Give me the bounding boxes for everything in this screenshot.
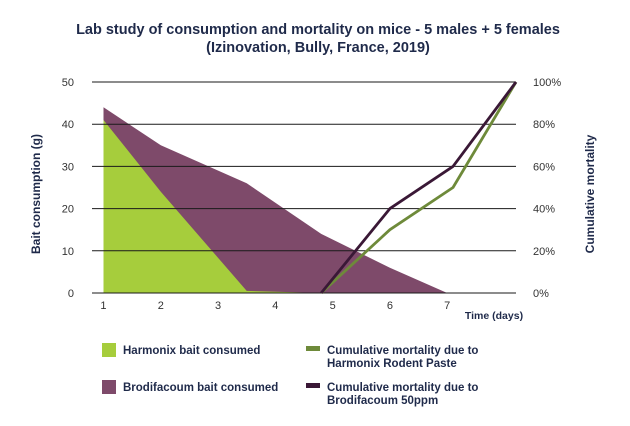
x-tick-2: 2 [158, 300, 164, 312]
y-left-tick-30: 30 [62, 161, 74, 173]
legend-label-harmonix-mortality: Cumulative mortality due to Harmonix Rod… [327, 345, 482, 370]
line-series-3 [320, 81, 518, 294]
legend-label-harmonix-mortality-line-2: Harmonix Rodent Paste [327, 358, 457, 370]
legend-label-harmonix-mortality-line-1: Cumulative mortality due to [327, 345, 478, 357]
x-tick-4: 4 [272, 300, 278, 312]
y-right-tick-1: 20% [533, 246, 555, 258]
y-axis-right-label: Cumulative mortality [583, 134, 597, 253]
y-right-tick-5: 100% [533, 77, 561, 89]
y-right-tick-2: 40% [533, 204, 555, 216]
line-layer [320, 81, 518, 295]
x-tick-6: 6 [387, 300, 393, 312]
x-tick-5: 5 [330, 300, 336, 312]
y-left-tick-50: 50 [62, 77, 74, 89]
legend: Harmonix bait consumed Brodifacoum bait … [102, 343, 482, 407]
y-right-tick-3: 60% [533, 161, 555, 173]
chart-title-line-2: (Izinovation, Bully, France, 2019) [206, 40, 430, 56]
legend-line-harmonix-mortality [306, 346, 320, 351]
y-left-tick-40: 40 [62, 119, 74, 131]
y-left-tick-0: 0 [68, 288, 74, 300]
x-tick-7: 7 [444, 300, 450, 312]
gridlines [92, 81, 516, 294]
legend-label-harmonix: Harmonix bait consumed [123, 345, 260, 357]
y-left-tick-10: 10 [62, 246, 74, 258]
legend-label-brodifacoum-mortality-line-1: Cumulative mortality due to [327, 382, 478, 394]
y-left-tick-20: 20 [62, 204, 74, 216]
x-tick-1: 1 [100, 300, 106, 312]
legend-label-brodifacoum-mortality-line-2: Brodifacoum 50ppm [327, 395, 438, 407]
chart-title-line-1: Lab study of consumption and mortality o… [76, 22, 560, 38]
area-series-1 [103, 120, 516, 293]
y-axis-left-label: Bait consumption (g) [29, 134, 43, 254]
x-axis-label: Time (days) [465, 310, 523, 322]
legend-label-brodifacoum-mortality: Cumulative mortality due to Brodifacoum … [327, 382, 482, 407]
legend-swatch-harmonix [102, 343, 116, 357]
y-right-tick-0: 0% [533, 288, 549, 300]
legend-line-brodifacoum-mortality [306, 383, 320, 388]
legend-swatch-brodifacoum [102, 380, 116, 394]
line-series-2 [320, 81, 518, 295]
tick-labels: 0 0% 10 20% 20 40% 30 60% 40 80% 50 100% 1 2 3 4 5 6 7 [62, 77, 562, 312]
legend-label-brodifacoum: Brodifacoum bait consumed [123, 382, 278, 394]
area-layer [103, 107, 516, 293]
x-tick-3: 3 [215, 300, 221, 312]
y-right-tick-4: 80% [533, 119, 555, 131]
